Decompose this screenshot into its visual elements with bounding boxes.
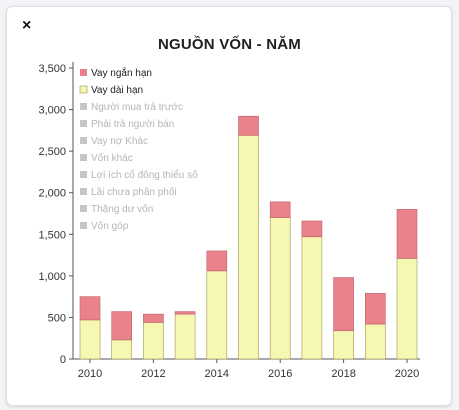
legend-swatch (80, 154, 87, 161)
x-tick-label: 2010 (78, 368, 102, 380)
legend-label: Vốn khác (91, 152, 133, 164)
y-tick-label: 500 (48, 312, 66, 324)
bar-vay-ngan-han (143, 313, 164, 323)
x-tick-label: 2014 (205, 368, 229, 380)
bar-vay-ngan-han (111, 311, 132, 341)
chart-title: NGUỒN VỐN - NĂM (158, 36, 301, 53)
legend-swatch (80, 103, 87, 110)
legend-swatch (80, 222, 87, 229)
bar-vay-ngan-han (333, 277, 354, 332)
bar-vay-dai-han (143, 322, 164, 360)
y-tick-label: 2,000 (38, 188, 66, 200)
bar-vay-dai-han (301, 236, 323, 360)
bar-vay-ngan-han (396, 209, 418, 259)
legend-label: Lãi chưa phân phối (91, 186, 177, 198)
bar-vay-ngan-han (79, 296, 101, 321)
y-tick-label: 1,000 (38, 271, 66, 283)
legend-label: Vay dài hạn (91, 85, 143, 96)
legend-label: Người mua trả trước (91, 102, 183, 113)
bar-vay-dai-han (174, 313, 196, 360)
bar-vay-ngan-han (206, 250, 228, 272)
bar-vay-ngan-han (364, 293, 386, 325)
legend-label: Vay nợ Khác (91, 136, 148, 147)
legend-swatch (80, 137, 87, 144)
legend-swatch (80, 205, 87, 212)
y-tick-label: 2,500 (38, 146, 66, 158)
legend-swatch (79, 85, 88, 94)
bar-vay-dai-han (111, 339, 132, 360)
legend-swatch (80, 171, 87, 178)
bars (79, 115, 418, 360)
bar-vay-ngan-han (269, 201, 291, 218)
bar-vay-ngan-han (301, 220, 323, 238)
bar-vay-dai-han (396, 258, 418, 360)
bar-vay-ngan-han (174, 311, 196, 315)
legend-swatch (80, 69, 87, 76)
bar-vay-dai-han (269, 217, 291, 360)
x-tick-label: 2012 (141, 368, 165, 380)
bar-vay-dai-han (333, 330, 354, 360)
legend: Vay ngắn hạn Vay dài hạn Người mua trả trư… (79, 66, 198, 232)
y-tick-label: 3,500 (38, 63, 66, 75)
bar-vay-dai-han (79, 319, 101, 360)
bar-vay-ngan-han (238, 115, 259, 136)
axes: 0 500 1,000 1,500 2,000 2,500 3,000 3,500 2010 20… (38, 62, 420, 380)
legend-label: Thặng dư vốn (91, 203, 153, 215)
close-icon[interactable]: × (22, 17, 32, 34)
bar-vay-dai-han (206, 270, 228, 360)
legend-label: Vay ngắn hạn (91, 66, 152, 79)
y-tick-label: 1,500 (38, 229, 66, 241)
y-tick-label: 3,000 (38, 105, 66, 117)
legend-label: Lợi ích cổ đông thiểu số (91, 169, 198, 181)
x-tick-label: 2020 (395, 368, 419, 380)
legend-swatch (80, 188, 87, 195)
bar-vay-dai-han (238, 135, 259, 360)
legend-label: Phải trả người bán (91, 119, 174, 130)
legend-label: Vốn góp (91, 220, 129, 232)
bar-vay-dai-han (364, 323, 386, 360)
legend-swatch (80, 120, 87, 127)
x-tick-label: 2016 (268, 368, 292, 380)
y-tick-label: 0 (60, 354, 66, 366)
x-tick-label: 2018 (331, 368, 355, 380)
